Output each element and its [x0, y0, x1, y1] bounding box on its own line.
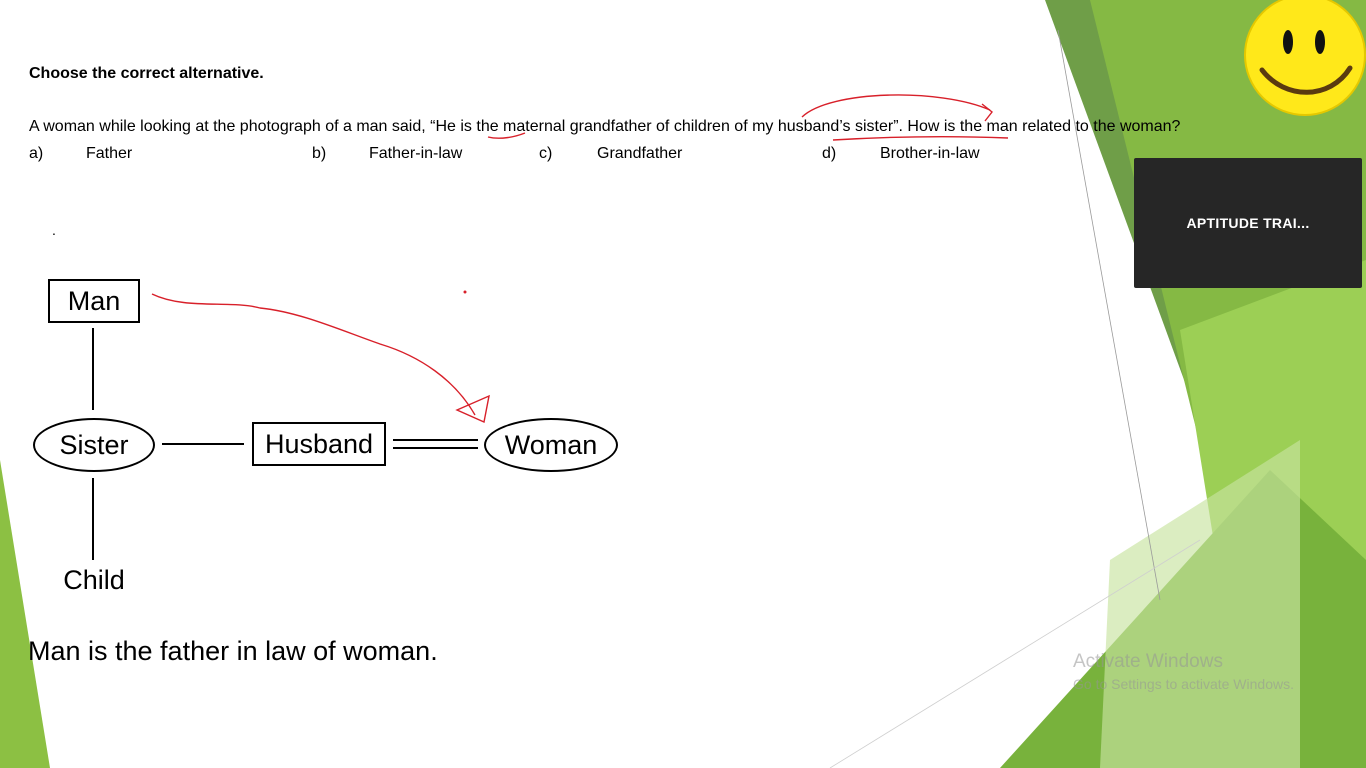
option-b-letter: b)	[312, 145, 327, 162]
option-b-text: Father-in-law	[369, 145, 463, 162]
windows-activation-subtitle: Go to Settings to activate Windows.	[1073, 676, 1294, 692]
annotation-underline-husbands-sister	[832, 135, 1009, 141]
annotation-arrowhead-woman	[455, 394, 490, 423]
smiley-face-icon	[1244, 0, 1366, 116]
node-woman: Woman	[484, 418, 618, 472]
option-c-text: Grandfather	[597, 145, 683, 162]
annotation-arc-of-to-sister	[801, 94, 991, 118]
option-a-text: Father	[86, 145, 133, 162]
option-c-letter: c)	[539, 145, 553, 162]
node-man: Man	[48, 279, 140, 323]
option-d-text: Brother-in-law	[880, 145, 980, 162]
theme-shape-pale	[1100, 440, 1300, 768]
annotation-arc-arrowhead	[981, 103, 993, 122]
windows-activation-title: Activate Windows	[1073, 651, 1223, 672]
participant-video-panel[interactable]: APTITUDE TRAI...	[1134, 158, 1362, 288]
participant-name: APTITUDE TRAI...	[1186, 215, 1310, 231]
annotation-dot	[463, 290, 467, 294]
theme-thin-line-2	[829, 539, 1201, 768]
theme-thin-line	[1057, 29, 1161, 601]
stray-dot: .	[52, 222, 56, 238]
node-husband: Husband	[252, 422, 386, 466]
annotation-underline-he-is	[487, 132, 526, 139]
node-child: Child	[63, 564, 125, 595]
conclusion-text: Man is the father in law of woman.	[28, 636, 438, 666]
option-d-letter: d)	[822, 145, 837, 162]
node-sister: Sister	[33, 418, 155, 472]
option-a-letter: a)	[29, 145, 44, 162]
slide-heading: Choose the correct alternative.	[29, 65, 264, 82]
left-green-sliver	[0, 460, 50, 768]
annotation-arrow-man-to-woman	[151, 293, 476, 416]
question-text: A woman while looking at the photograph …	[29, 118, 1181, 135]
